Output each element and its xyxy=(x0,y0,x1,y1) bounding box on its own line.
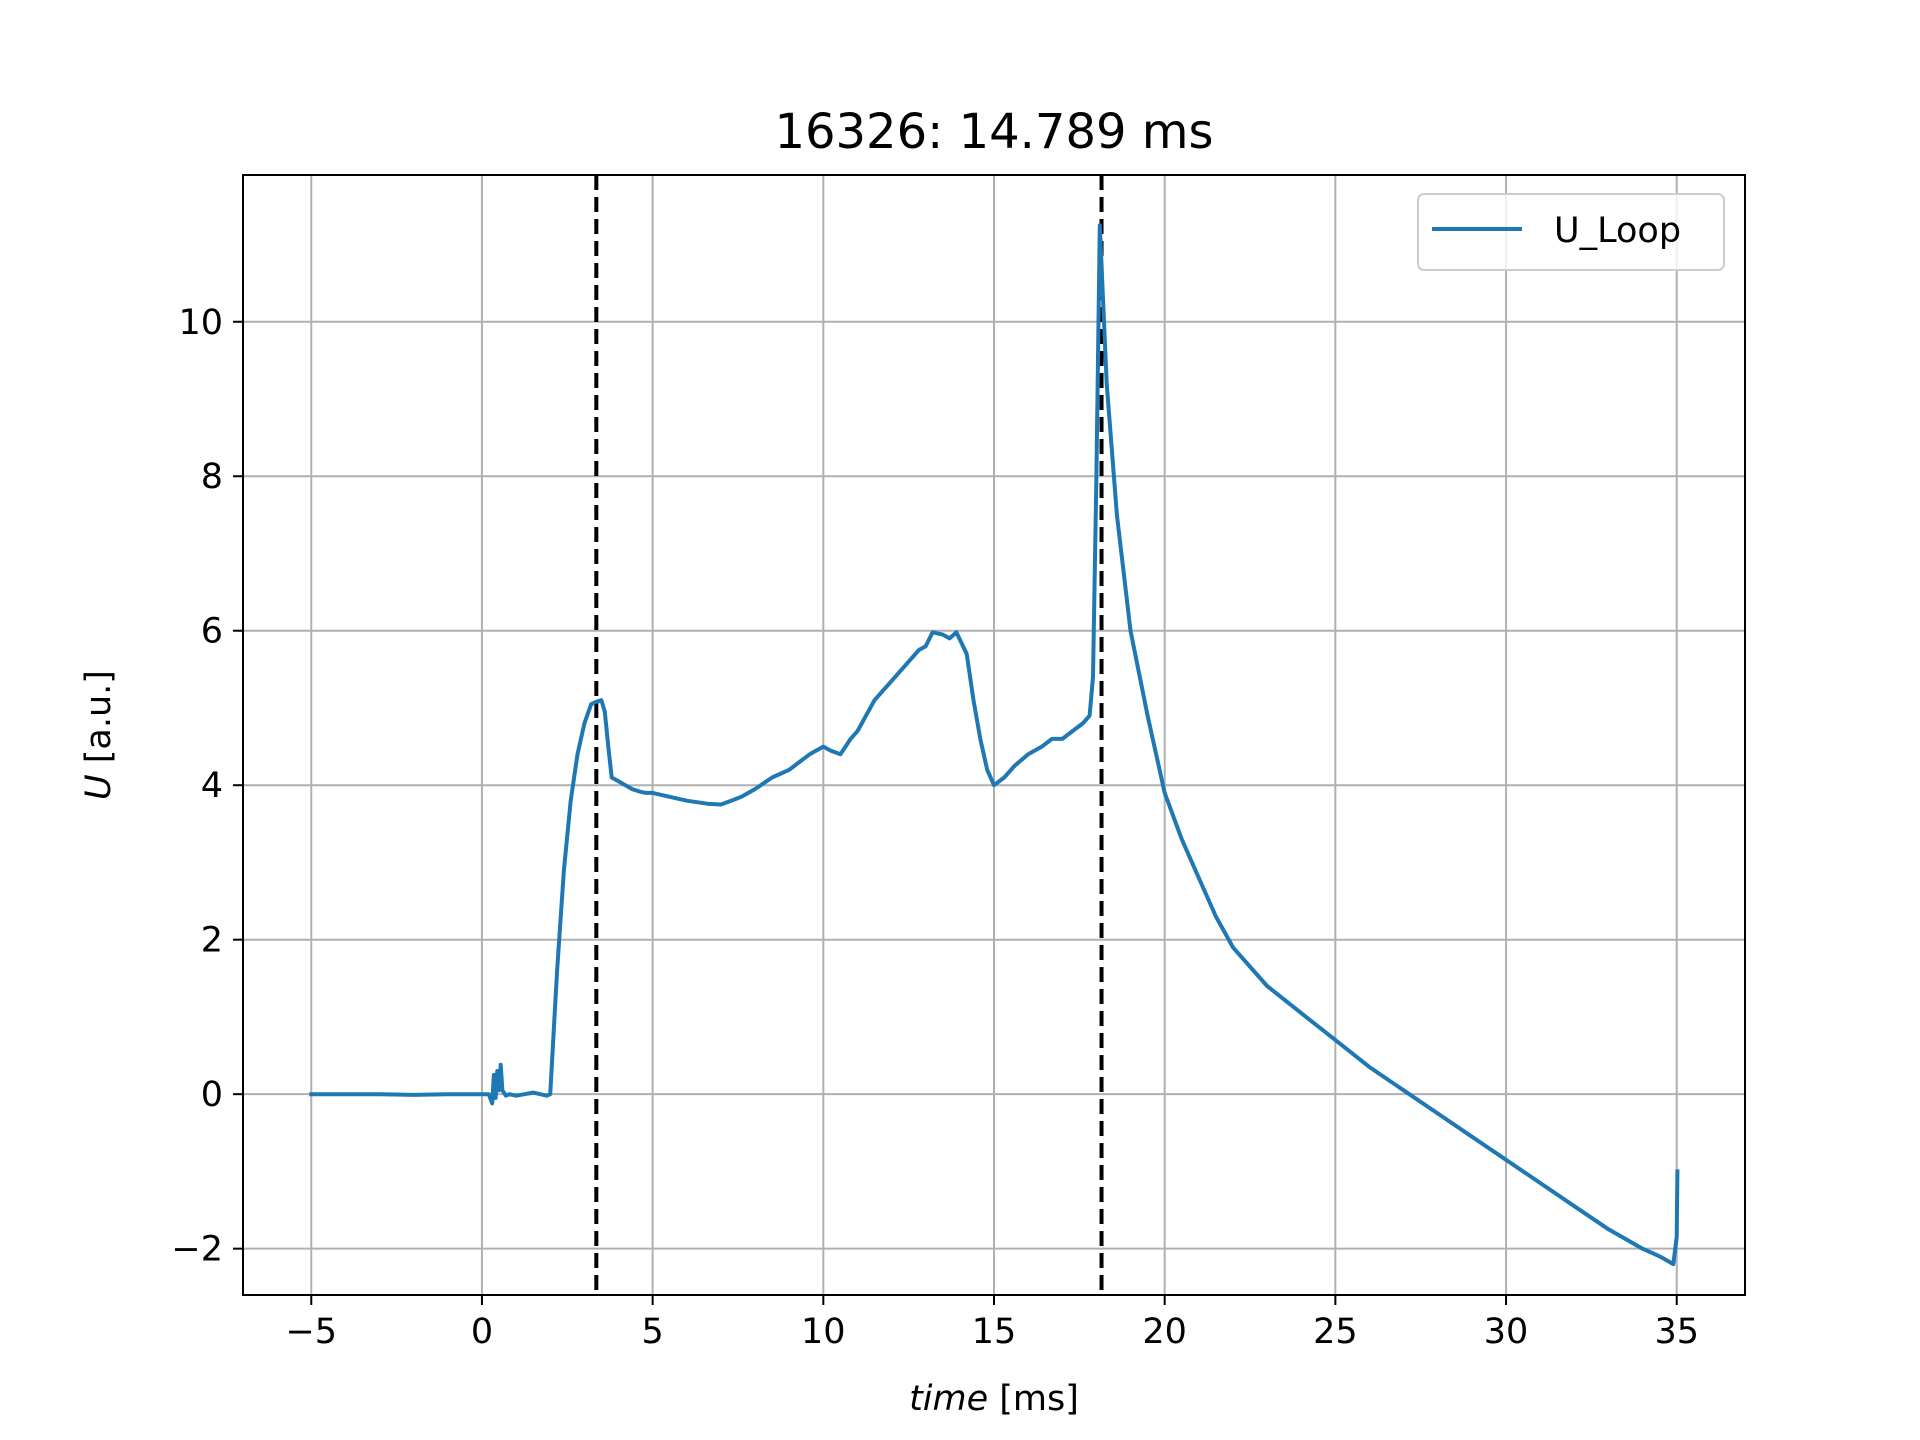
x-axis-label-variable: time xyxy=(909,1379,988,1419)
x-tick-label: 0 xyxy=(471,1312,493,1352)
x-tick-label: 35 xyxy=(1654,1312,1699,1352)
y-tick-label: 0 xyxy=(201,1075,223,1115)
chart-title: 16326: 14.789 ms xyxy=(774,104,1213,160)
y-axis-label-unit: [a.u.] xyxy=(79,670,119,774)
y-axis-label-variable: U xyxy=(79,774,119,800)
y-tick-label: −2 xyxy=(171,1230,223,1270)
grid-lines xyxy=(243,175,1745,1295)
x-tick-label: 10 xyxy=(801,1312,846,1352)
series-line xyxy=(309,223,1680,1267)
series-layer xyxy=(309,223,1680,1267)
y-tick-label: 8 xyxy=(201,457,223,497)
x-tick-label: 15 xyxy=(972,1312,1017,1352)
legend-label: U_Loop xyxy=(1554,211,1681,251)
legend-box xyxy=(1417,193,1725,271)
x-tick-label: 25 xyxy=(1313,1312,1358,1352)
y-tick-label: 6 xyxy=(201,612,223,652)
y-tick-label: 10 xyxy=(178,303,223,343)
y-tick-label: 2 xyxy=(201,921,223,961)
reference-lines xyxy=(594,175,1104,1295)
legend: U_Loop xyxy=(1417,193,1725,271)
y-tick-label: 4 xyxy=(201,766,223,806)
x-axis-label-unit: [ms] xyxy=(988,1379,1079,1419)
y-axis-ticks: −2 0 2 4 6 8 10 xyxy=(171,303,243,1270)
x-axis-label: time [ms] xyxy=(909,1379,1079,1419)
x-tick-label: 5 xyxy=(641,1312,663,1352)
x-tick-label: −5 xyxy=(285,1312,337,1352)
x-tick-label: 20 xyxy=(1142,1312,1187,1352)
y-axis-label: U [a.u.] xyxy=(79,670,119,800)
x-axis-ticks: −5 0 5 10 15 20 25 30 35 xyxy=(285,1295,1699,1352)
x-tick-label: 30 xyxy=(1484,1312,1529,1352)
